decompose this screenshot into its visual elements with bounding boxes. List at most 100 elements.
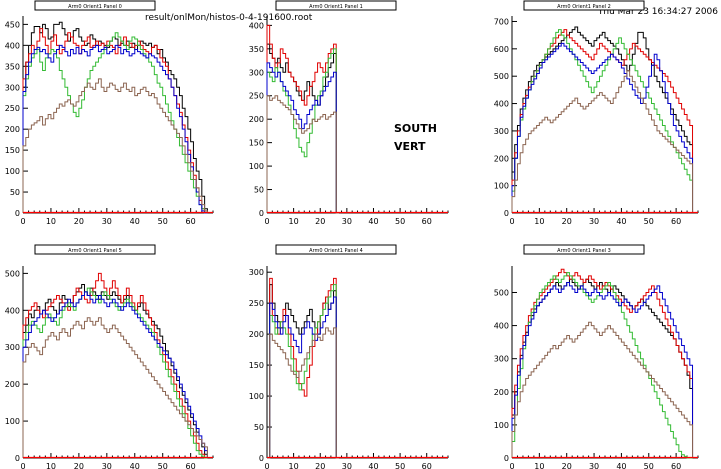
y-tick-label: 400 (494, 100, 509, 109)
x-tick-label: 50 (158, 462, 168, 469)
panel-title: Arm0 Orient1 Panel 5 (68, 248, 122, 254)
x-tick-label: 20 (74, 217, 84, 226)
x-tick-label: 0 (264, 462, 269, 469)
panel-title-box (523, 244, 645, 255)
x-tick-label: 10 (289, 217, 299, 226)
y-tick-label: 500 (5, 269, 20, 278)
histogram-panel-5: Arm0 Orient1 Panel 3 0 100 200 300 400 500 0 10 2… (494, 244, 699, 469)
panel-title-box (275, 0, 397, 11)
series-brown-line (511, 321, 694, 458)
histogram-panel-0: Arm0 Orient1 Panel 005010015020025030035… (5, 0, 214, 226)
series-green-line (22, 287, 208, 459)
x-tick-label: 0 (20, 217, 25, 226)
panel-title-box (34, 244, 156, 255)
y-tick-label: 0 (504, 209, 509, 218)
series-red-line (511, 268, 694, 458)
vert-label: VERT (394, 140, 426, 153)
y-tick-label: 200 (249, 330, 264, 339)
panel-title-box (275, 244, 397, 255)
y-tick-label: 0 (259, 454, 264, 463)
x-tick-label: 60 (186, 217, 196, 226)
y-tick-label: 400 (5, 306, 20, 315)
file-path-label: result/onlMon/histos-0-4-191600.root (145, 13, 313, 23)
y-tick-label: 150 (249, 139, 264, 148)
series-brown-line (22, 78, 208, 213)
y-tick-label: 250 (249, 92, 264, 101)
x-tick-label: 10 (46, 217, 56, 226)
y-tick-label: 400 (249, 21, 264, 30)
y-tick-label: 250 (5, 104, 20, 113)
y-tick-label: 150 (249, 361, 264, 370)
panels-container: Arm0 Orient1 Panel 005010015020025030035… (5, 0, 699, 469)
series-blue-line (511, 282, 694, 458)
series-green-line (511, 29, 694, 213)
x-tick-label: 20 (315, 217, 325, 226)
series-blue-line (511, 42, 694, 213)
panel-title: Arm0 Orient1 Panel 1 (309, 4, 363, 10)
y-tick-label: 450 (5, 20, 20, 29)
panel-title: Arm0 Orient1 Panel 3 (557, 248, 611, 254)
y-tick-label: 100 (5, 417, 20, 426)
x-tick-label: 60 (186, 462, 196, 469)
y-tick-label: 100 (249, 392, 264, 401)
y-tick-label: 150 (5, 146, 20, 155)
y-tick-label: 100 (249, 162, 264, 171)
y-tick-label: 0 (259, 209, 264, 218)
y-tick-label: 300 (5, 83, 20, 92)
panel-title-box (523, 0, 645, 11)
y-tick-label: 200 (494, 154, 509, 163)
y-tick-label: 300 (494, 355, 509, 364)
y-tick-label: 100 (5, 167, 20, 176)
x-tick-label: 10 (289, 462, 299, 469)
series-blue-line (22, 44, 208, 214)
panel-title-box (34, 0, 156, 11)
x-tick-label: 40 (616, 462, 626, 469)
x-tick-label: 0 (509, 217, 514, 226)
x-tick-label: 40 (368, 462, 378, 469)
y-tick-label: 50 (10, 188, 20, 197)
y-tick-label: 200 (494, 388, 509, 397)
x-tick-label: 60 (671, 217, 681, 226)
series-blue-line (266, 62, 339, 214)
series-green-line (511, 272, 693, 459)
y-tick-label: 200 (5, 380, 20, 389)
y-tick-label: 500 (494, 288, 509, 297)
histogram-panel-4: Arm0 Orient1 Panel 4 0 50 100 150 200 250 300 0 1… (249, 244, 449, 469)
y-tick-label: 300 (5, 343, 20, 352)
series-brown-line (267, 327, 339, 459)
y-tick-label: 250 (249, 299, 264, 308)
x-tick-label: 60 (671, 462, 681, 469)
x-tick-label: 30 (102, 462, 112, 469)
series-black-line (22, 21, 208, 213)
x-tick-label: 10 (534, 217, 544, 226)
x-tick-label: 20 (74, 462, 84, 469)
y-tick-label: 350 (249, 45, 264, 54)
south-label: SOUTH (394, 122, 437, 135)
y-tick-label: 200 (249, 115, 264, 124)
y-tick-label: 700 (494, 17, 509, 26)
series-blue-line (22, 291, 208, 458)
series-red-line (511, 29, 694, 213)
histogram-panel-2: Arm0 Orient1 Panel 201002003004005006007… (494, 0, 699, 226)
x-tick-label: 0 (509, 462, 514, 469)
x-tick-label: 0 (20, 462, 25, 469)
x-tick-label: 30 (589, 217, 599, 226)
x-tick-label: 20 (562, 217, 572, 226)
y-tick-label: 0 (15, 454, 20, 463)
x-tick-label: 10 (534, 462, 544, 469)
y-tick-label: 0 (15, 209, 20, 218)
x-tick-label: 30 (102, 217, 112, 226)
x-tick-label: 20 (315, 462, 325, 469)
x-tick-label: 50 (158, 217, 168, 226)
series-red-line (266, 24, 339, 214)
y-tick-label: 300 (249, 268, 264, 277)
x-tick-label: 30 (589, 462, 599, 469)
y-tick-label: 50 (254, 423, 264, 432)
y-tick-label: 200 (5, 125, 20, 134)
series-blue-line (267, 296, 339, 459)
series-black-line (22, 283, 208, 458)
series-black-line (511, 26, 694, 213)
x-tick-label: 30 (342, 462, 352, 469)
x-tick-label: 50 (395, 462, 405, 469)
